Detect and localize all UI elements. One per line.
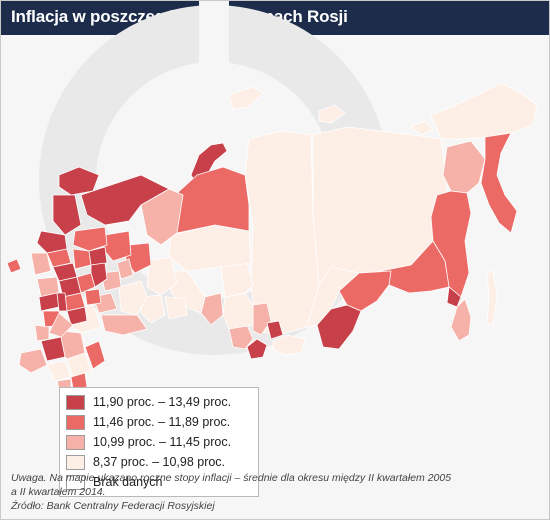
region-novaya-zemlya-north: [228, 86, 264, 110]
region-chelyabinsk: [140, 294, 166, 324]
region-kirov: [102, 230, 132, 262]
legend-swatch: [66, 434, 85, 450]
region-novosibirsk: [222, 292, 254, 330]
region-bashkortostan: [118, 280, 148, 316]
region-murmansk: [58, 166, 100, 196]
legend-label: Brak danych: [93, 475, 163, 489]
legend-swatch: [66, 454, 85, 470]
region-karelia: [52, 194, 82, 236]
legend-label: 11,46 proc. – 11,89 proc.: [93, 415, 231, 429]
region-tomsk: [220, 262, 254, 298]
region-kaliningrad: [6, 258, 22, 274]
region-belgorod: [34, 324, 50, 342]
region-krasnoyarsk: [244, 130, 320, 336]
legend-item: 11,46 proc. – 11,89 proc.: [66, 412, 252, 432]
region-arkhangelsk: [80, 174, 170, 226]
region-chukotka: [430, 82, 538, 140]
region-kurgan: [164, 296, 188, 320]
map-area: 11,90 proc. – 13,49 proc. 11,46 proc. – …: [1, 1, 549, 497]
region-kostroma: [88, 246, 108, 266]
russia-map: [6, 82, 538, 390]
region-pskov: [30, 252, 52, 276]
region-sverdlovsk: [146, 256, 178, 296]
region-tyumen: [168, 270, 206, 314]
region-astrakhan: [84, 340, 106, 370]
footnotes: Uwaga. Na mapie ukazano roczne stopy inf…: [11, 471, 531, 513]
region-tambov: [66, 306, 88, 326]
legend-label: 8,37 proc. – 10,98 proc.: [93, 455, 226, 469]
region-sakhalin: [486, 270, 498, 326]
region-zabaykalsky: [338, 270, 392, 312]
legend-item: 8,37 proc. – 10,98 proc.: [66, 452, 252, 472]
region-buryatia: [316, 304, 362, 350]
region-perm: [124, 242, 152, 274]
region-nizhny-novgorod: [90, 262, 108, 288]
map-legend: 11,90 proc. – 13,49 proc. 11,46 proc. – …: [59, 387, 259, 497]
region-new-siberian-islands: [410, 120, 434, 136]
legend-label: 10,99 proc. – 11,45 proc.: [93, 435, 232, 449]
region-primorsky: [450, 298, 472, 342]
region-khakassia: [266, 320, 284, 340]
region-khabarovsk: [430, 190, 472, 298]
region-penza: [84, 288, 102, 306]
legend-item: 10,99 proc. – 11,45 proc.: [66, 432, 252, 452]
region-kemerovo: [252, 302, 272, 336]
region-orenburg: [100, 314, 148, 336]
region-vologda: [72, 226, 108, 252]
region-altai-republic: [246, 338, 268, 360]
footnote-source: Źródło: Bank Centralny Federacji Rosyjsk…: [11, 500, 215, 512]
region-kamchatka: [480, 132, 518, 234]
region-krasnodar: [18, 348, 48, 374]
region-severnaya-zemlya: [318, 104, 346, 124]
region-tula: [56, 292, 68, 312]
legend-label: 11,90 proc. – 13,49 proc.: [93, 395, 232, 409]
legend-swatch: [66, 474, 85, 490]
region-yamal: [174, 166, 250, 234]
footnote-remark: Uwaga. Na mapie ukazano roczne stopy inf…: [11, 472, 452, 484]
region-rostov: [40, 336, 66, 362]
region-yaroslavl: [72, 248, 92, 270]
footnote-remark-continued: a II kwartałem 2014.: [11, 486, 106, 498]
legend-swatch: [66, 414, 85, 430]
region-kalmykia: [66, 352, 92, 378]
legend-item: 11,90 proc. – 13,49 proc.: [66, 392, 252, 412]
region-magadan: [442, 140, 486, 194]
region-tuva: [272, 334, 306, 356]
region-stavropol: [46, 360, 72, 382]
legend-swatch: [66, 394, 85, 410]
legend-item: Brak danych: [66, 472, 252, 492]
